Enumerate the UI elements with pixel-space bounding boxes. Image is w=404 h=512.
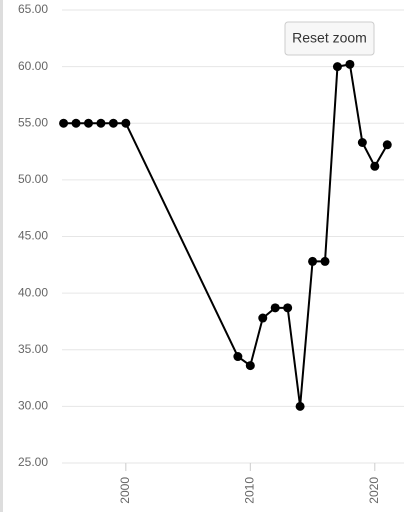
point [270,303,280,313]
y-tick-label: 35.00 [18,342,48,356]
x-tick-label: 2020 [367,477,381,504]
point [83,118,93,128]
point [320,256,330,266]
button-box[interactable] [284,21,375,56]
y-tick-label: 45.00 [18,229,48,243]
reset-zoom-button[interactable]: Reset zoom [284,21,375,56]
y-tick-label: 65.00 [18,2,48,16]
x-tick-label: 2000 [118,477,132,504]
point [370,161,380,171]
point [233,352,243,362]
point [332,62,342,72]
y-tick-label: 30.00 [18,399,48,413]
point [357,138,367,148]
point [245,361,255,371]
y-tick-label: 50.00 [18,172,48,186]
button-label[interactable]: Reset zoom [292,30,367,46]
plot-area: 25.00 30.00 35.00 40.00 45.00 50.00 55.00 60.00… [18,2,404,504]
point [258,313,268,323]
point [345,59,355,69]
y-tick-label: 60.00 [18,59,48,73]
point [59,118,69,128]
y-tick-label: 25.00 [18,455,48,469]
point [308,256,318,266]
point [96,118,106,128]
point [108,118,118,128]
x-tick-label: 2010 [242,477,256,504]
y-tick-label: 55.00 [18,115,48,129]
point [121,118,131,128]
point [382,140,392,150]
point [71,118,81,128]
y-tick-label: 40.00 [18,285,48,299]
line [63,63,389,407]
point [283,303,293,313]
point [295,401,305,411]
